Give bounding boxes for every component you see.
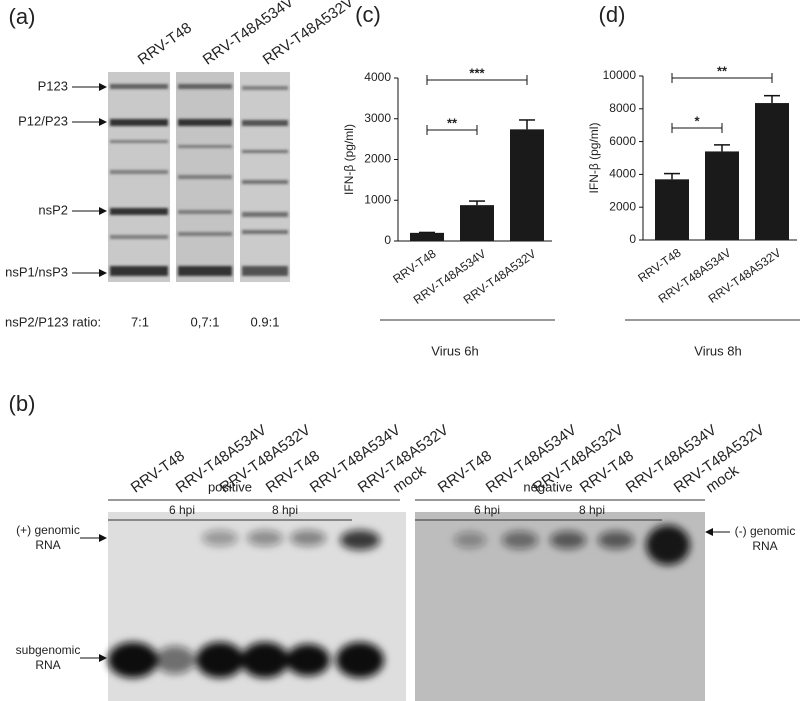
y-tick-label: 4000: [609, 167, 636, 181]
rna-label: (-) genomic: [735, 524, 796, 538]
strand-label: positive: [208, 479, 252, 494]
panel-label: (b): [9, 391, 36, 416]
y-tick-label: 3000: [364, 111, 391, 125]
y-tick-label: 1000: [364, 192, 391, 206]
significance-label: *: [694, 113, 700, 128]
significance-label: **: [447, 115, 458, 130]
band-label: nsP2: [38, 202, 68, 217]
timepoint: 8 hpi: [272, 503, 298, 517]
ratio-label: nsP2/P123 ratio:: [5, 314, 101, 329]
y-tick-label: 6000: [609, 134, 636, 148]
y-tick-label: 10000: [603, 68, 637, 82]
timepoint: 6 hpi: [169, 503, 195, 517]
lane-label: RRV-T48: [135, 19, 195, 68]
panel-label: (c): [355, 2, 381, 27]
ratio: 0,7:1: [191, 314, 220, 329]
band-label: nsP1/nsP3: [5, 264, 68, 279]
timepoint: 8 hpi: [579, 503, 605, 517]
bar: [655, 179, 689, 240]
band-label: P123: [38, 78, 68, 93]
x-axis-label: Virus 6h: [431, 343, 478, 358]
y-axis-label: IFN-β (pg/ml): [342, 124, 356, 195]
panel-label: (d): [599, 2, 626, 27]
bar: [755, 103, 789, 240]
y-tick-label: 0: [384, 233, 391, 247]
bar: [410, 232, 444, 241]
ratio: 7:1: [131, 314, 149, 329]
bar: [705, 151, 739, 240]
bar: [460, 205, 494, 241]
y-tick-label: 2000: [609, 199, 636, 213]
bar: [510, 129, 544, 241]
strand-label: negative: [523, 479, 572, 494]
rna-label: subgenomic: [16, 643, 81, 657]
timepoint: 6 hpi: [474, 503, 500, 517]
significance-label: **: [717, 63, 728, 78]
rna-label: RNA: [35, 538, 60, 552]
gel-b-image: [108, 512, 705, 701]
rna-label: RNA: [752, 539, 777, 553]
lane-label: RRV-T48: [435, 447, 495, 496]
band-label: P12/P23: [18, 113, 68, 128]
rna-label: (+) genomic: [16, 523, 80, 537]
significance-label: ***: [469, 65, 485, 80]
y-tick-label: 4000: [364, 70, 391, 84]
y-tick-label: 2000: [364, 152, 391, 166]
gel-a-image: [108, 72, 290, 282]
rna-label: RNA: [35, 658, 60, 672]
ratio: 0.9:1: [251, 314, 280, 329]
y-tick-label: 8000: [609, 101, 636, 115]
y-tick-label: 0: [629, 232, 636, 246]
x-axis-label: Virus 8h: [694, 343, 741, 358]
panel-label: (a): [9, 4, 36, 29]
y-axis-label: IFN-β (pg/ml): [587, 123, 601, 194]
